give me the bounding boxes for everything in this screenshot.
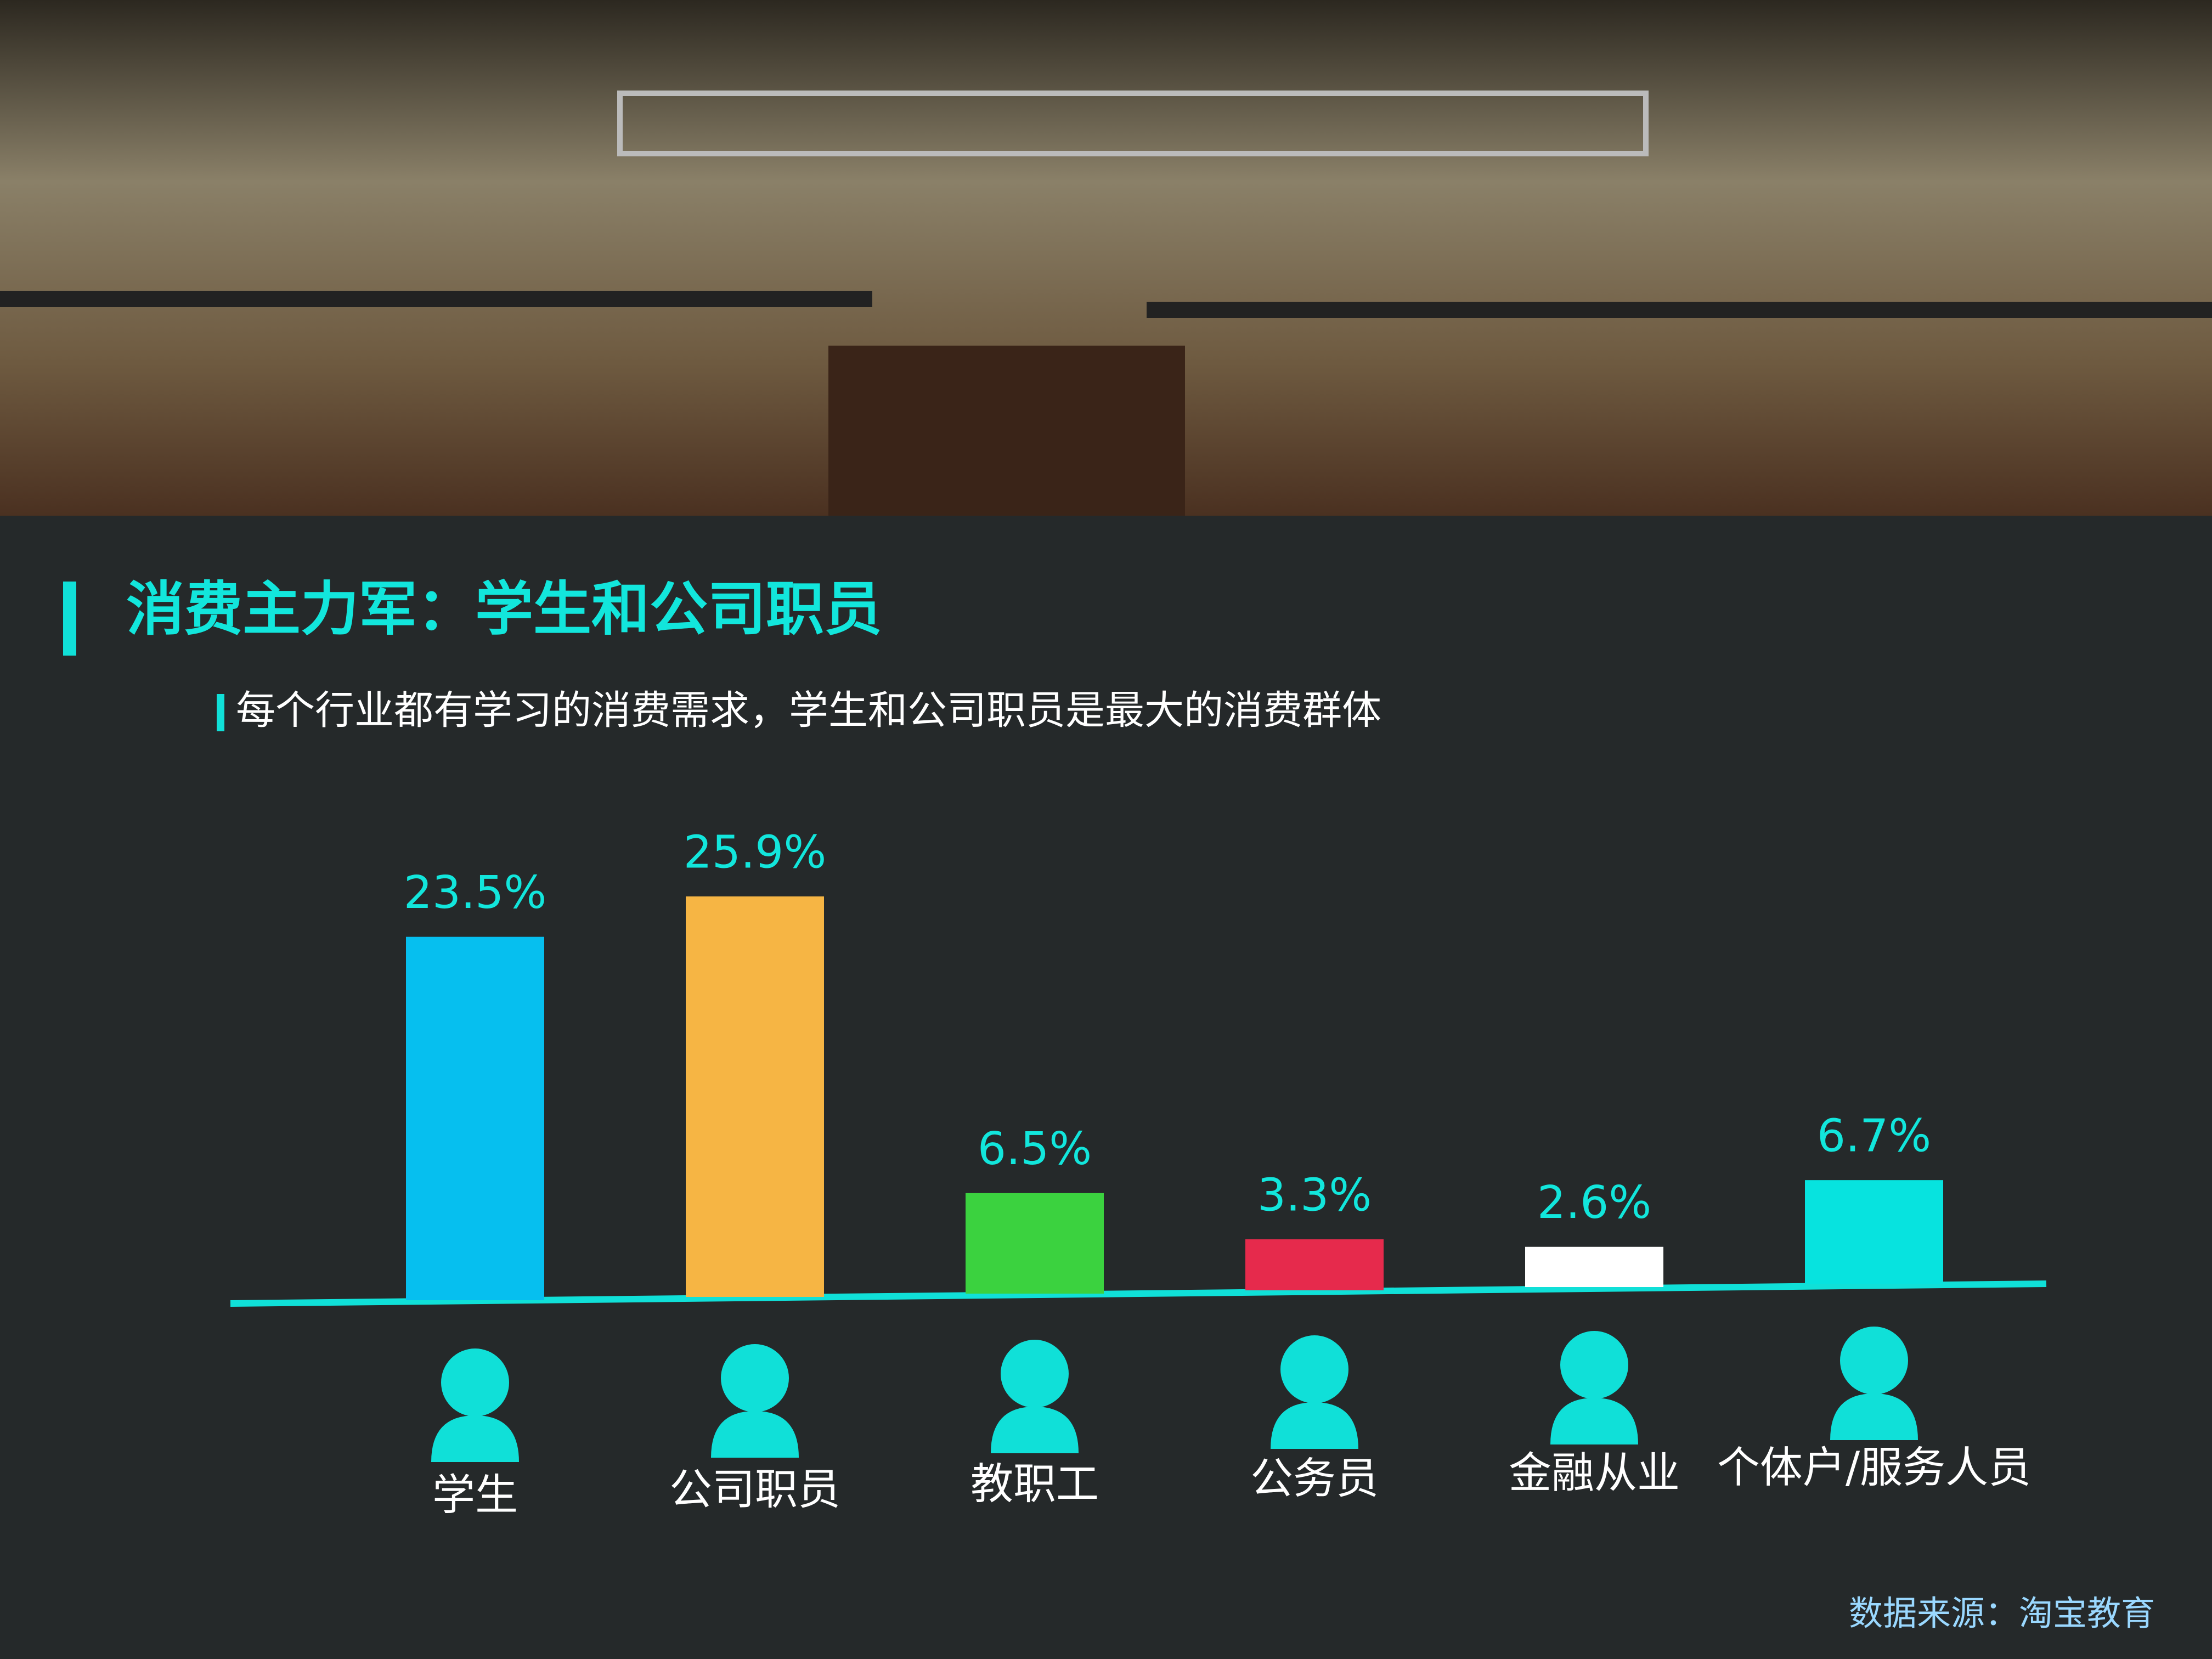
bar [1245,1239,1384,1290]
value-label: 3.3% [1257,1169,1372,1221]
person-icon-head [1280,1335,1348,1403]
ceiling-strip [1147,302,2212,318]
x-tick-label: 金融从业 [1509,1448,1680,1498]
person-icon-head [1001,1340,1069,1408]
chart-title: 消费主力军：学生和公司职员 [126,575,882,643]
person-icon-body [1830,1393,1918,1440]
bar [406,936,544,1300]
title-marker [63,582,76,656]
bar [686,896,824,1297]
bar [966,1193,1104,1294]
person-icon-body [1271,1402,1358,1449]
person-icon-head [441,1348,509,1417]
screen [0,516,2212,1659]
x-tick-label: 教职工 [970,1459,1099,1509]
bar [1805,1180,1943,1284]
value-label: 23.5% [404,867,547,919]
x-tick-label: 公司职员 [669,1465,840,1514]
bar [1525,1246,1663,1287]
x-tick-label: 个体户/服务人员 [1717,1443,2031,1492]
value-label: 6.7% [1817,1110,1931,1163]
x-tick-label: 公务员 [1250,1454,1379,1503]
person-icon-body [711,1411,799,1458]
source-note: 数据来源：淘宝教育 [1849,1593,2155,1633]
chart-subtitle: 每个行业都有学习的消费需求，学生和公司职员是最大的消费群体 [236,687,1381,733]
x-tick-label: 学生 [432,1470,518,1520]
value-label: 6.5% [978,1123,1092,1175]
person-icon-head [1840,1327,1908,1395]
person-icon-head [721,1344,789,1412]
person-icon-body [1550,1398,1638,1444]
person-icon-head [1560,1331,1628,1399]
door [828,346,1185,518]
truss [617,91,1649,156]
value-label: 2.6% [1537,1177,1651,1229]
person-icon-body [991,1407,1079,1453]
ceiling-strip [0,291,872,307]
subtitle-marker [217,694,224,731]
value-label: 25.9% [684,826,827,878]
person-icon-body [431,1415,519,1462]
